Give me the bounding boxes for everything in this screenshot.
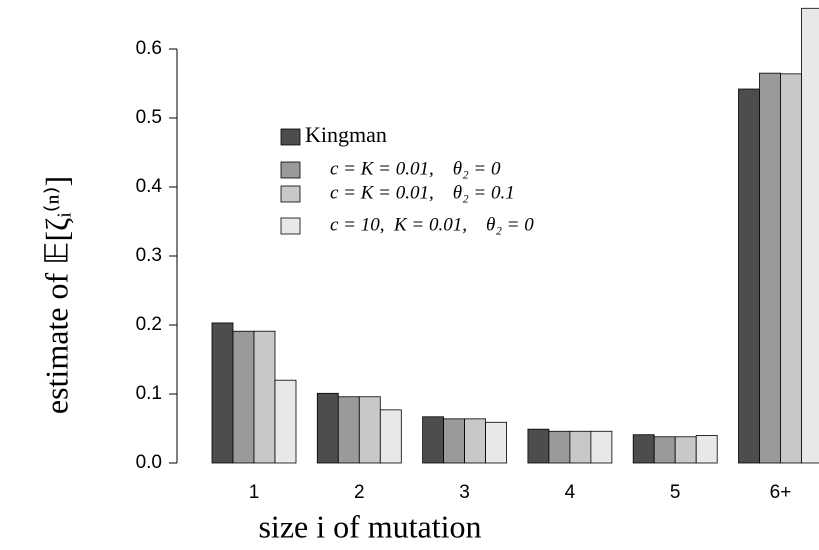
x-tick-label: 1 bbox=[249, 482, 260, 503]
bar bbox=[316, 392, 339, 464]
legend-swatch bbox=[280, 217, 301, 235]
x-tick-label: 2 bbox=[354, 482, 365, 503]
bar bbox=[548, 430, 571, 464]
bar bbox=[443, 418, 466, 464]
legend-swatch bbox=[280, 185, 301, 203]
bar bbox=[674, 436, 697, 464]
bar bbox=[253, 330, 276, 464]
bar bbox=[653, 436, 676, 464]
legend-label: c = K = 0.01, θ₂ = 0.1 bbox=[330, 182, 515, 203]
x-axis-label: size i of mutation bbox=[258, 508, 481, 544]
bar bbox=[232, 330, 255, 464]
x-tick-label: 5 bbox=[670, 482, 681, 503]
legend-label: Kingman bbox=[305, 122, 387, 147]
legend-label: c = 10, K = 0.01, θ₂ = 0 bbox=[330, 214, 534, 235]
y-tick-label: 0.4 bbox=[136, 176, 163, 197]
legend-swatch bbox=[280, 128, 301, 146]
bar bbox=[274, 379, 297, 464]
bar bbox=[632, 434, 655, 464]
legend-swatch bbox=[280, 161, 301, 179]
y-tick-label: 0.3 bbox=[136, 245, 162, 266]
bar bbox=[569, 430, 592, 464]
bar bbox=[759, 72, 781, 464]
x-tick-label: 3 bbox=[459, 482, 470, 503]
bar bbox=[211, 322, 234, 464]
bar bbox=[485, 421, 508, 464]
y-tick-label: 0.1 bbox=[136, 383, 162, 404]
bar bbox=[527, 428, 550, 464]
y-axis-label: estimate of 𝔼[ζᵢ⁽ⁿ⁾] bbox=[38, 176, 74, 414]
bar bbox=[464, 418, 487, 464]
x-tick-label: 6+ bbox=[770, 482, 792, 503]
bar bbox=[422, 416, 445, 464]
bar bbox=[695, 434, 718, 464]
bar bbox=[358, 396, 381, 464]
y-tick-label: 0.0 bbox=[136, 452, 162, 473]
x-tick-label: 4 bbox=[565, 482, 576, 503]
bar bbox=[590, 430, 613, 464]
bar bbox=[801, 7, 819, 464]
y-tick-label: 0.2 bbox=[136, 314, 162, 335]
bar bbox=[780, 73, 802, 464]
bar bbox=[738, 88, 760, 464]
bar bbox=[379, 409, 402, 464]
y-tick-label: 0.6 bbox=[136, 38, 162, 59]
legend-label: c = K = 0.01, θ₂ = 0 bbox=[330, 158, 501, 179]
y-tick-label: 0.5 bbox=[136, 107, 162, 128]
bar bbox=[337, 396, 360, 464]
